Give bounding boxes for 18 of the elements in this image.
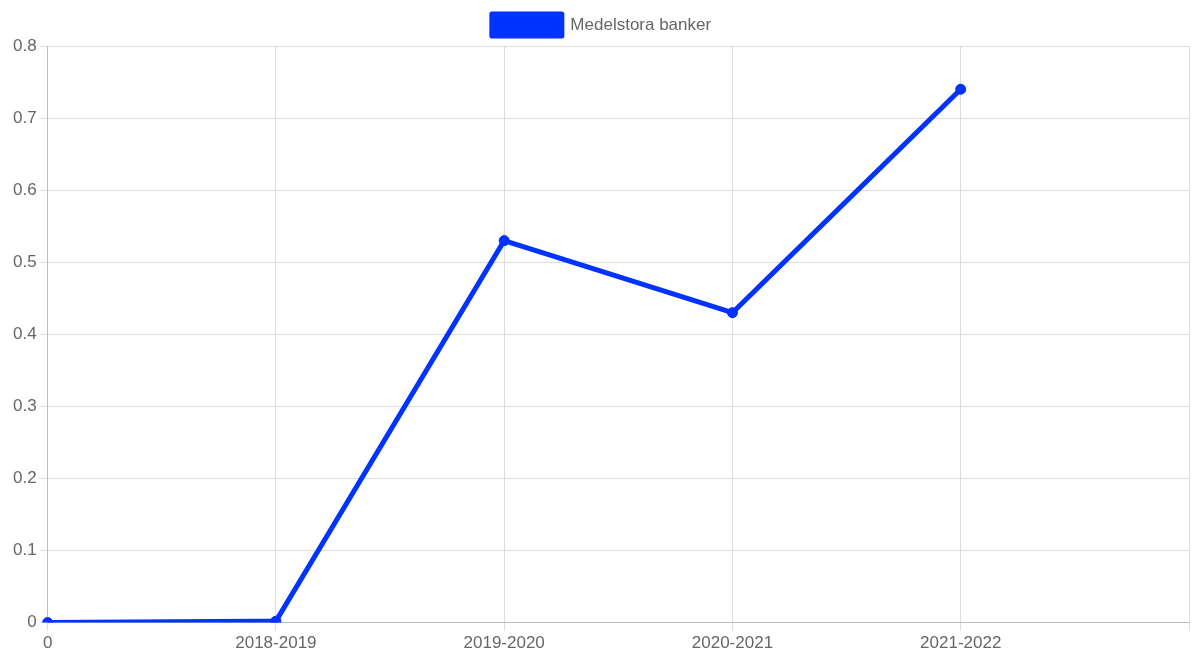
y-tick-label: 0.8 [12,35,37,55]
y-tick-label: 0.7 [12,107,37,127]
x-tick-label: 2020-2021 [691,633,774,653]
y-tick-label: 0.3 [12,396,37,416]
x-tick-label: 2021-2022 [920,633,1002,653]
legend-label: Medelstora banker [570,14,712,34]
x-tick-label: 0 [42,633,53,653]
y-tick-label: 0.2 [12,468,37,488]
x-tick-label: 2018-2019 [235,633,317,653]
y-tick-label: 0.6 [12,179,37,199]
y-tick-label: 0.5 [12,251,37,271]
y-tick-label: 0.4 [12,323,37,343]
x-tick-label: 2019-2020 [463,633,545,653]
point [955,83,967,95]
point [498,235,510,247]
y-tick-label: 0.1 [12,540,37,560]
y-tick-label: 0 [27,612,37,632]
point [726,307,738,319]
